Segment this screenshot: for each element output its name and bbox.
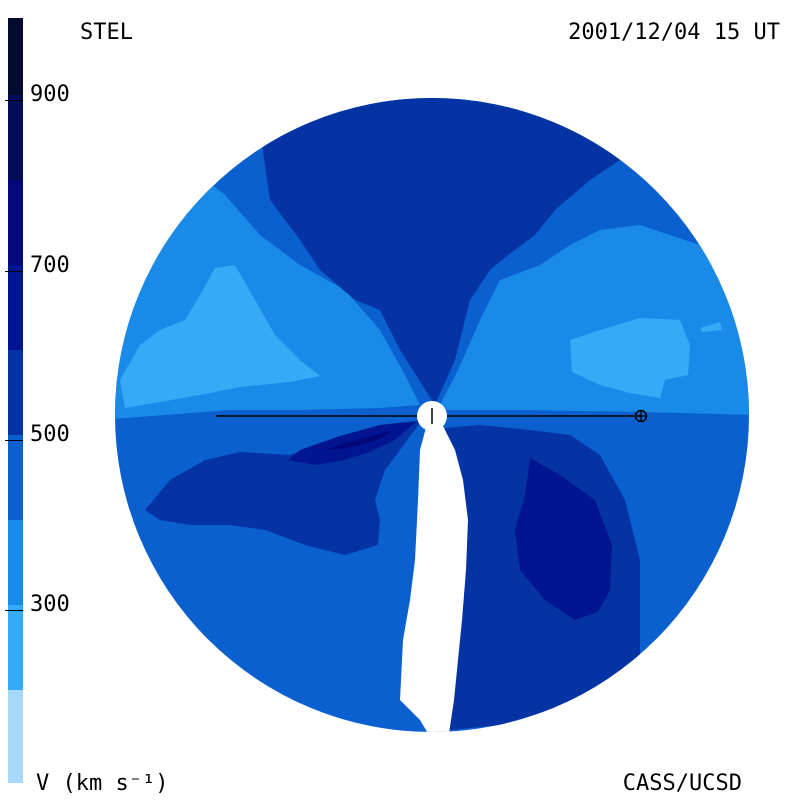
- colorbar-ticklabel-900: 900: [30, 82, 70, 107]
- velocity-disk: [115, 98, 749, 732]
- colorbar-level-200-300: [8, 605, 23, 690]
- colorbar-level-600-700: [8, 265, 23, 350]
- timestamp-label: 2001/12/04 15 UT: [568, 20, 780, 45]
- sun-marker: [417, 401, 447, 431]
- colorbar-level-500-600: [8, 350, 23, 435]
- colorbar-unit-label: V (km s⁻¹): [36, 771, 169, 796]
- colorbar: [8, 18, 23, 783]
- region-upper-right-200b: [700, 322, 722, 332]
- colorbar-ticklabel-700: 700: [30, 253, 70, 278]
- region-upper-left-200: [120, 265, 320, 408]
- colorbar-ticklabel-500: 500: [30, 422, 70, 447]
- colorbar-level-lt200: [8, 690, 23, 783]
- region-lower-left-700: [325, 430, 395, 450]
- colorbar-tick-300: [5, 610, 23, 611]
- region-upper-right-200: [570, 318, 690, 398]
- colorbar-level-gt900: [8, 18, 23, 95]
- colorbar-level-800-900: [8, 95, 23, 180]
- colorbar-level-300-400: [8, 520, 23, 605]
- earth-marker: [634, 409, 648, 423]
- colorbar-tick-700: [5, 271, 23, 272]
- colorbar-level-400-500: [8, 435, 23, 520]
- observatory-label: STEL: [80, 20, 133, 45]
- credit-label: CASS/UCSD: [622, 771, 742, 796]
- region-top-500: [250, 98, 620, 405]
- colorbar-tick-900: [5, 100, 23, 101]
- colorbar-ticklabel-300: 300: [30, 592, 70, 617]
- region-no-data: [400, 420, 468, 732]
- colorbar-tick-500: [5, 440, 23, 441]
- region-lower-right-600: [515, 458, 612, 620]
- colorbar-level-700-800: [8, 180, 23, 265]
